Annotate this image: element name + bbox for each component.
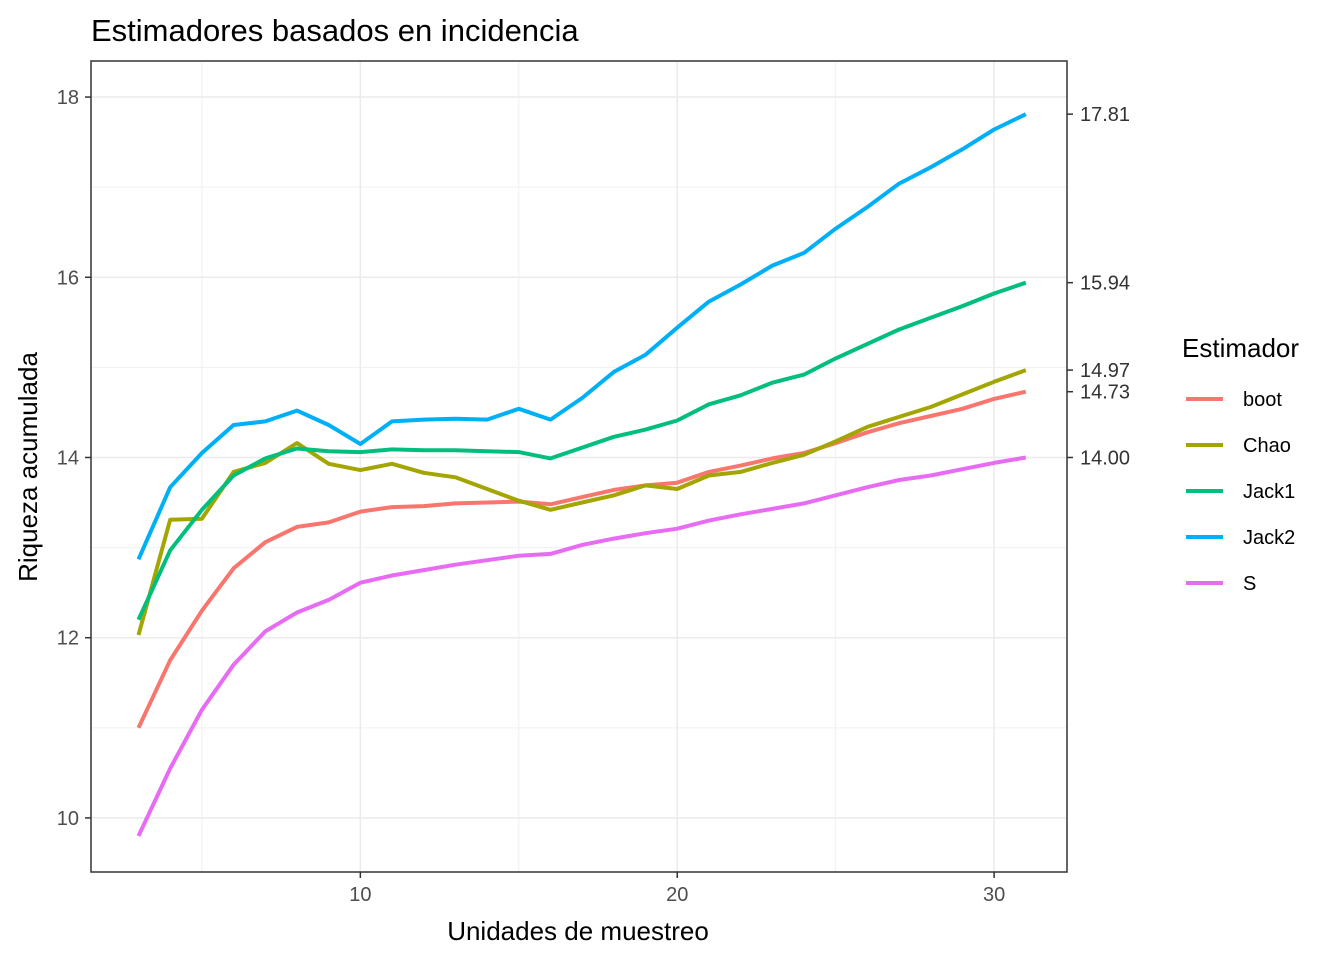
legend-label-boot: boot — [1243, 389, 1282, 411]
legend-title: Estimador — [1182, 333, 1299, 363]
y-tick-label: 14 — [57, 447, 79, 469]
legend-label-s: S — [1243, 573, 1256, 595]
legend-label-jack1: Jack1 — [1243, 481, 1295, 503]
y-axis: 10 12 14 16 18 — [57, 87, 91, 830]
series-line-s — [136, 455, 1027, 837]
plot-border — [90, 60, 1068, 873]
sec-tick-label: 17.81 — [1080, 104, 1130, 126]
legend-label-chao: Chao — [1243, 435, 1291, 457]
chart-title: Estimadores basados en incidencia — [91, 13, 579, 48]
y-tick-label: 12 — [57, 628, 79, 650]
sec-tick-label: 14.73 — [1080, 382, 1130, 404]
x-tick-label: 10 — [349, 884, 371, 906]
grid-minor — [91, 61, 1067, 872]
sec-tick-label: 14.00 — [1080, 447, 1130, 469]
y-tick-label: 18 — [57, 87, 79, 109]
series-line-jack2 — [136, 112, 1027, 561]
grid-major — [91, 61, 1067, 872]
series-line-chao — [136, 368, 1027, 636]
series-lines — [136, 112, 1027, 837]
sec-tick-label: 14.97 — [1080, 360, 1130, 382]
x-axis: 10 20 30 — [349, 872, 1005, 906]
series-line-jack1 — [136, 280, 1027, 621]
y-axis-title: Riqueza acumulada — [13, 352, 43, 582]
legend: Estimador boot Chao Jack1 Jack2 S — [1182, 333, 1299, 595]
y-tick-label: 16 — [57, 267, 79, 289]
x-tick-label: 30 — [983, 884, 1005, 906]
series-line-boot — [136, 389, 1027, 729]
y-tick-label: 10 — [57, 808, 79, 830]
sec-tick-label: 15.94 — [1080, 273, 1130, 295]
legend-label-jack2: Jack2 — [1243, 527, 1295, 549]
x-axis-title: Unidades de muestreo — [447, 916, 709, 946]
x-tick-label: 20 — [666, 884, 688, 906]
